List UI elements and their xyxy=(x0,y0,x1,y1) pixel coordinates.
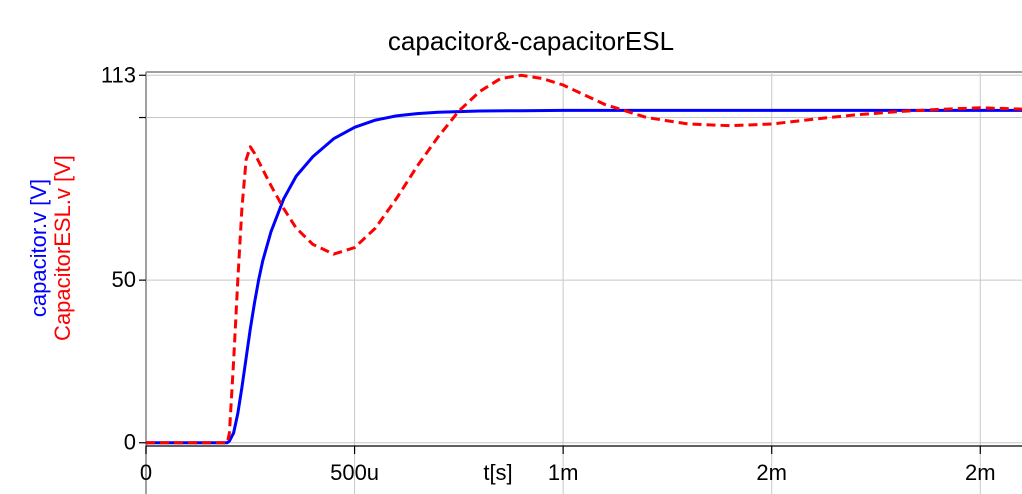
x-tick-label-3: 2m xyxy=(756,460,787,485)
x-tick-label-2: 1m xyxy=(548,460,579,485)
series-layer xyxy=(146,73,1022,445)
y-tick-label-0: 0 xyxy=(124,430,136,455)
y-axis-label-capacitor-esl: CapacitorESL.v [V] xyxy=(50,155,75,341)
series-line-capacitor xyxy=(146,108,1022,445)
axes: 0 50 113 0 500u 1m 2m 2m xyxy=(101,62,1022,485)
y-tick-label-1: 50 xyxy=(112,267,136,292)
chart-title: capacitor&-capacitorESL xyxy=(388,26,674,56)
x-tick-label-1: 500u xyxy=(330,460,379,485)
grid xyxy=(146,72,1022,494)
y-tick-label-3: 113 xyxy=(101,62,136,87)
x-axis-label: t[s] xyxy=(483,460,512,485)
x-tick-label-4: 2m xyxy=(965,460,996,485)
y-axis-label-capacitor: capacitor.v [V] xyxy=(26,179,51,317)
x-tick-label-0: 0 xyxy=(140,460,152,485)
plot-frame xyxy=(145,71,1022,494)
series-line-capacitor-esl xyxy=(146,73,1022,445)
